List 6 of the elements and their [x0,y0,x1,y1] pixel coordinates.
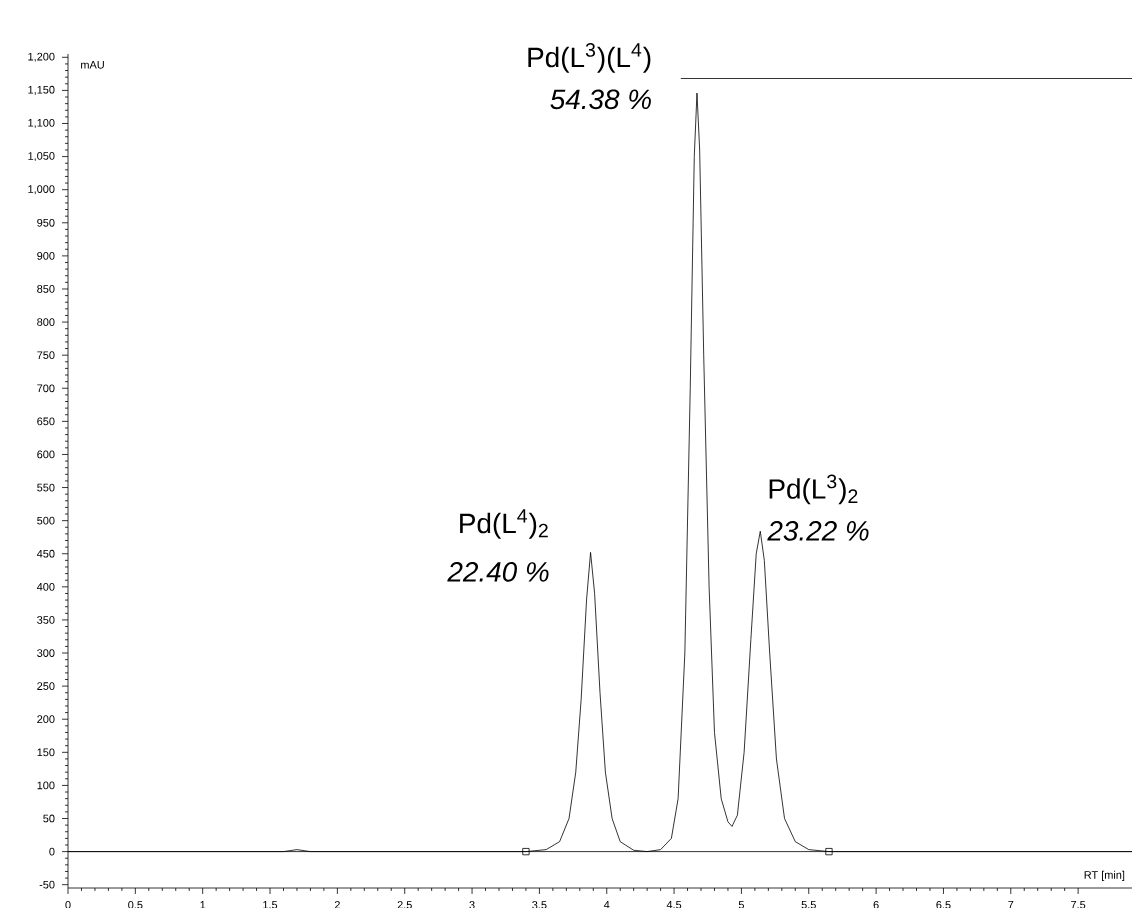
annotation: Pd(L$^{4}$)$_{2}$ [460,509,548,539]
annotation: 22.40 % [447,562,549,582]
annotation: Pd(L$^{3}$)(L$^{4}$) [528,42,651,73]
annotation: 23.22 % [767,520,869,541]
annotation: Pd(L$^{3}$)$_{2}$ [769,474,858,505]
annotation: 54.38 % [550,89,651,110]
